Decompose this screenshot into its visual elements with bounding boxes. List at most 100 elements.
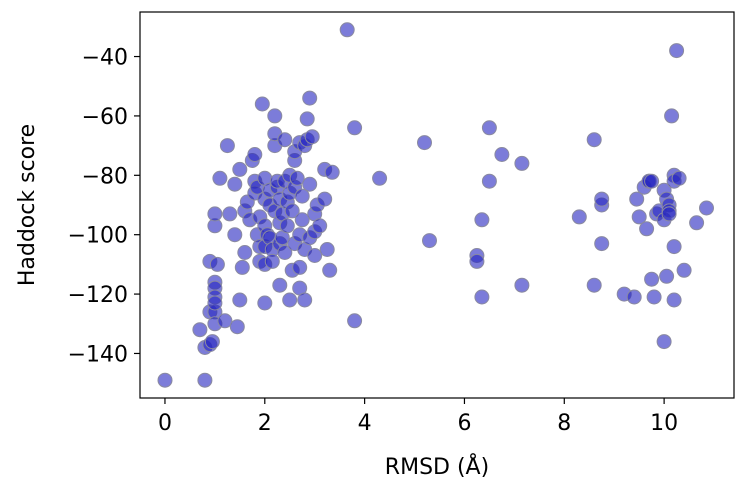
y-axis-title: Haddock score: [15, 124, 40, 286]
data-point: [229, 319, 245, 335]
data-point: [469, 253, 485, 269]
data-point: [699, 200, 714, 216]
data-point: [322, 262, 338, 278]
data-point: [302, 176, 318, 192]
data-point: [671, 170, 687, 186]
x-tick-label: 8: [557, 411, 571, 436]
data-point: [661, 206, 677, 222]
data-point: [279, 218, 295, 234]
data-point: [631, 209, 647, 225]
data-point: [302, 90, 318, 106]
data-point: [157, 372, 173, 388]
data-point: [666, 239, 682, 255]
data-point: [282, 292, 298, 308]
data-point: [219, 138, 235, 154]
data-point: [212, 170, 228, 186]
data-point: [666, 292, 682, 308]
data-point: [267, 108, 283, 124]
data-point: [272, 277, 288, 293]
y-tick-label: −40: [82, 46, 128, 71]
data-point: [247, 147, 263, 162]
data-point: [222, 206, 238, 222]
data-point: [646, 289, 662, 305]
data-point: [197, 372, 213, 388]
data-point: [277, 132, 293, 148]
data-point: [656, 334, 672, 350]
data-point: [571, 209, 587, 225]
data-point: [299, 111, 315, 127]
data-point: [339, 22, 355, 38]
data-point: [232, 292, 248, 308]
data-point: [347, 313, 363, 329]
data-point: [284, 203, 300, 219]
data-point: [209, 256, 225, 272]
data-point: [294, 188, 310, 204]
data-point: [664, 108, 680, 124]
data-point: [312, 218, 328, 234]
x-axis-title: RMSD (Å): [385, 453, 489, 480]
x-tick-label: 2: [258, 411, 272, 436]
y-axis: −140 −120 −100 −80 −60 −40: [68, 46, 140, 367]
data-point: [264, 253, 280, 269]
data-point: [629, 191, 645, 207]
data-point: [317, 191, 333, 207]
x-tick-label: 4: [358, 411, 372, 436]
data-point: [304, 129, 320, 145]
data-point: [659, 268, 675, 284]
data-point: [277, 245, 293, 260]
data-point: [347, 120, 363, 136]
data-point: [297, 292, 313, 308]
data-point: [594, 236, 610, 252]
x-tick-label: 0: [158, 411, 172, 436]
data-point: [669, 43, 685, 59]
data-point: [474, 289, 490, 305]
data-point: [586, 132, 602, 148]
data-point: [217, 313, 233, 329]
y-tick-label: −140: [68, 342, 128, 367]
data-point: [514, 155, 530, 171]
data-point: [474, 212, 490, 228]
data-point: [644, 271, 660, 287]
data-point: [254, 96, 270, 112]
data-point: [319, 242, 335, 257]
y-tick-label: −100: [68, 224, 128, 249]
data-point: [689, 215, 705, 231]
y-tick-label: −60: [82, 105, 128, 130]
data-point: [232, 161, 248, 177]
data-point: [639, 221, 655, 237]
data-point: [227, 227, 243, 243]
data-point: [227, 176, 243, 192]
data-point: [514, 277, 530, 293]
data-point: [204, 334, 220, 350]
data-point: [372, 170, 388, 186]
data-point: [307, 248, 323, 263]
x-tick-label: 6: [457, 411, 471, 436]
data-point: [237, 245, 253, 260]
x-tick-label: 10: [650, 411, 678, 436]
data-point: [676, 262, 692, 278]
plot-frame: [139, 11, 735, 399]
data-point: [417, 135, 432, 151]
x-axis: 0 2 4 6 8 10: [158, 398, 678, 436]
data-point: [234, 259, 250, 275]
data-point: [257, 295, 273, 311]
data-point: [594, 191, 610, 207]
data-point: [481, 173, 497, 189]
data-point: [207, 206, 223, 222]
data-point: [644, 173, 660, 189]
data-point: [324, 164, 340, 180]
data-point: [289, 170, 305, 186]
data-point: [626, 289, 642, 305]
data-point: [422, 233, 437, 249]
data-point: [294, 212, 310, 228]
y-tick-label: −80: [82, 164, 128, 189]
data-point: [207, 295, 223, 311]
data-point: [192, 322, 208, 338]
y-tick-label: −120: [68, 283, 128, 308]
data-point: [586, 277, 602, 293]
data-point: [494, 147, 510, 162]
data-point: [481, 120, 497, 136]
data-points: [157, 22, 714, 388]
data-point: [292, 259, 308, 275]
